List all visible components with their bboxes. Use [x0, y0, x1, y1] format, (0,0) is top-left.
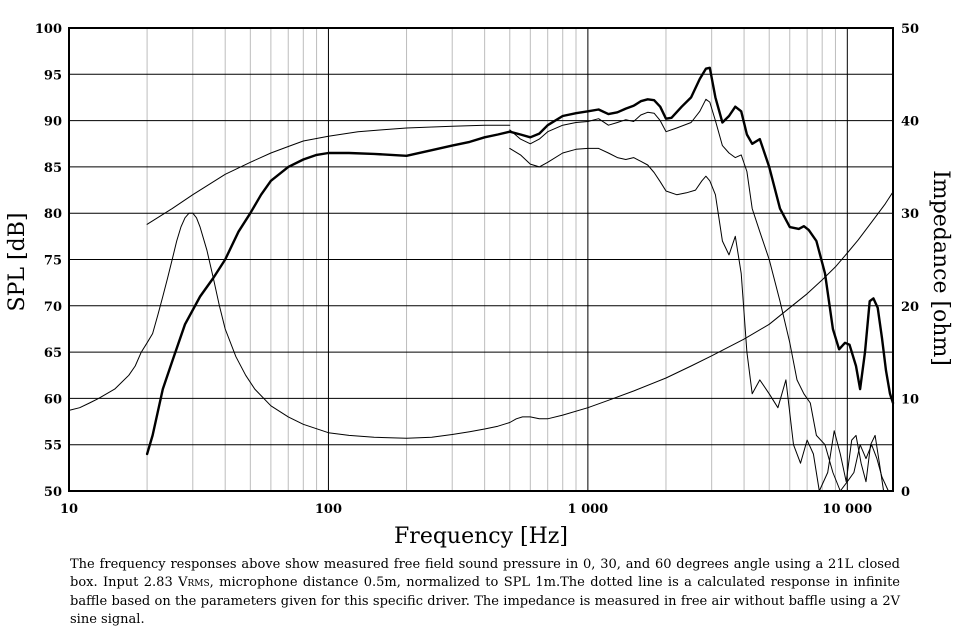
caption-vrms-v: V	[178, 575, 188, 590]
y2-tick-label: 50	[901, 22, 919, 37]
y2-axis-title: Impedance [ohm]	[928, 170, 953, 366]
y-tick-label: 60	[44, 392, 62, 407]
y-tick-label: 75	[44, 254, 62, 269]
caption-text-end: , microphone distance 0.5m, normalized t…	[70, 575, 900, 627]
y-tick-labels: 50 55 60 65 70 75 80 85 90 95 100	[35, 22, 62, 500]
x-tick-label: 1 000	[568, 502, 609, 517]
plot-frame	[68, 27, 894, 492]
x-tick-labels: 10 100 1 000 10 000	[60, 502, 872, 517]
y2-tick-labels: 0 10 20 30 40 50	[901, 22, 919, 500]
y2-tick-label: 30	[901, 207, 919, 222]
series-line-1	[145, 66, 895, 456]
y2-tick-label: 40	[901, 115, 919, 130]
caption-vrms-sub: RMS	[187, 579, 210, 589]
x-tick-label: 10	[60, 502, 78, 517]
y2-tick-label: 10	[901, 392, 919, 407]
figure-caption: The frequency responses above show measu…	[70, 556, 900, 629]
y-tick-label: 85	[44, 161, 62, 176]
series-line-5	[68, 191, 894, 439]
y-tick-label: 100	[35, 22, 62, 37]
y2-tick-label: 0	[901, 485, 910, 500]
frequency-response-chart: 10 100 1 000 10 000 50556065707580859095100…	[5, 22, 953, 549]
y-axis-title: SPL [dB]	[5, 213, 30, 312]
caption-text-start: The frequency responses above show measu…	[70, 557, 900, 590]
x-tick-label: 10 000	[822, 502, 872, 517]
y-tick-label: 55	[44, 439, 62, 454]
series-line-3	[509, 147, 885, 492]
y-tick-label: 90	[44, 115, 62, 130]
y-tick-label: 70	[44, 300, 62, 315]
x-axis-title: Frequency [Hz]	[394, 524, 568, 549]
y-tick-label: 65	[44, 346, 62, 361]
y2-tick-label: 20	[901, 300, 919, 315]
y-tick-label: 80	[44, 207, 62, 222]
y-tick-label: 50	[44, 485, 62, 500]
series-line-2	[509, 98, 889, 492]
series-line-4	[146, 124, 511, 225]
y-tick-label: 95	[44, 68, 62, 83]
x-tick-label: 100	[315, 502, 342, 517]
